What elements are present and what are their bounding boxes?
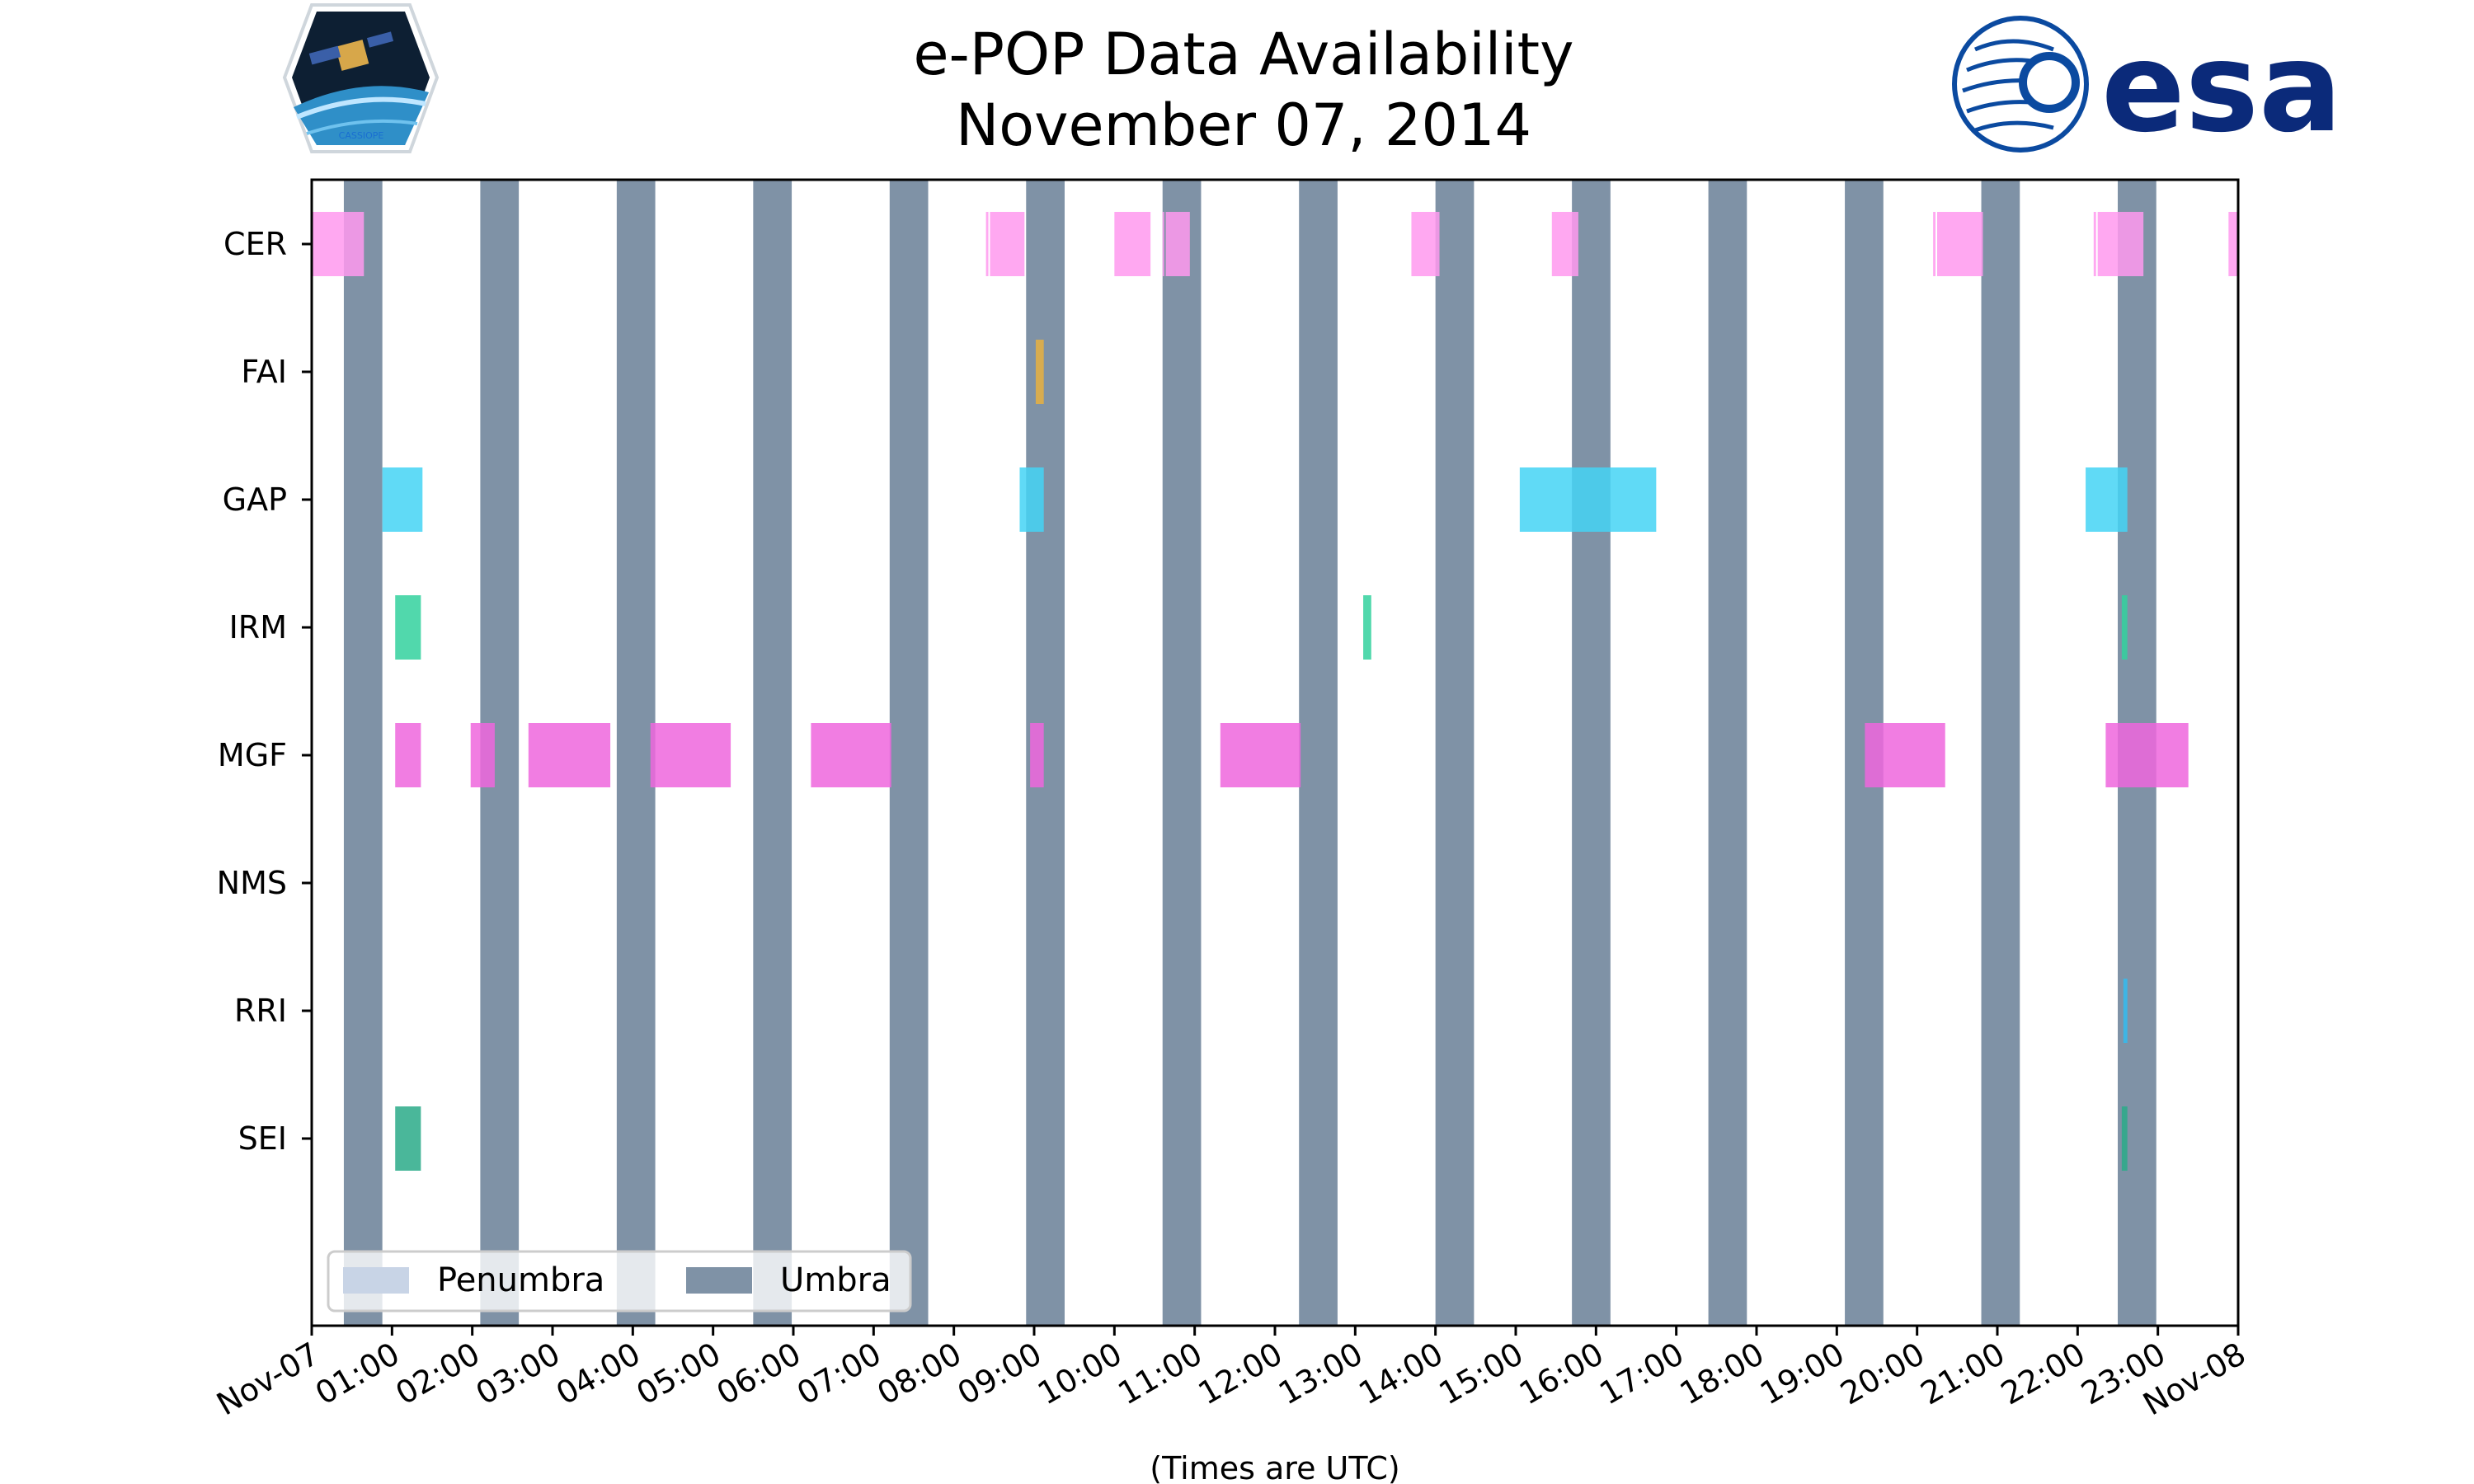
y-tick-label: NMS <box>217 865 287 901</box>
data-bar-cer <box>2228 212 2238 276</box>
legend: Penumbra Umbra <box>327 1250 912 1313</box>
x-axis-label: (Times are UTC) <box>1150 1450 1399 1484</box>
data-bar-cer <box>1551 212 1578 276</box>
y-tick-label: IRM <box>229 609 287 646</box>
x-tick-label: 15:00 <box>1433 1336 1530 1412</box>
umbra-band <box>1299 180 1338 1326</box>
cassiope-caption: CASSIOPE <box>339 130 384 141</box>
y-tick-label: FAI <box>241 354 287 390</box>
esa-wordmark: esa <box>2101 16 2342 160</box>
y-tick-label: MGF <box>218 737 287 773</box>
data-bar-cer <box>2093 212 2096 276</box>
bar-layer <box>312 212 2238 1171</box>
data-bar-cer <box>1162 212 1164 276</box>
data-bar-cer <box>1937 212 1983 276</box>
umbra-band <box>616 180 656 1326</box>
x-tick-label: 21:00 <box>1915 1336 2011 1412</box>
x-axis: Nov-0701:0002:0003:0004:0005:0006:0007:0… <box>210 1326 2252 1423</box>
data-bar-sei <box>2121 1106 2128 1171</box>
data-bar-mgf <box>528 723 611 787</box>
data-bar-mgf <box>1030 723 1044 787</box>
data-bar-cer <box>2097 212 2144 276</box>
data-bar-gap <box>2086 467 2128 532</box>
chart-subtitle: November 07, 2014 <box>956 92 1531 159</box>
x-tick-label: 11:00 <box>1112 1336 1208 1412</box>
umbra-band <box>1572 180 1611 1326</box>
data-bar-gap <box>1019 467 1044 532</box>
cassiope-logo: CASSIOPE <box>282 2 440 153</box>
x-tick-label: 19:00 <box>1754 1336 1851 1412</box>
x-tick-label: 20:00 <box>1834 1336 1931 1412</box>
data-bar-rri <box>2123 979 2128 1043</box>
x-tick-label: 04:00 <box>550 1336 647 1412</box>
data-bar-mgf <box>395 723 421 787</box>
data-bar-cer <box>990 212 1025 276</box>
data-bar-cer <box>312 212 365 276</box>
data-bar-cer <box>1411 212 1440 276</box>
x-tick-label: 16:00 <box>1513 1336 1610 1412</box>
x-tick-label: 18:00 <box>1674 1336 1771 1412</box>
legend-box <box>327 1250 912 1313</box>
umbra-band <box>753 180 793 1326</box>
data-bar-irm <box>2121 595 2128 660</box>
x-tick-label: 17:00 <box>1593 1336 1690 1412</box>
data-bar-cer <box>1165 212 1190 276</box>
data-bar-mgf <box>1220 723 1301 787</box>
y-tick-label: GAP <box>223 481 287 518</box>
legend-label-umbra: Umbra <box>780 1261 891 1299</box>
data-bar-mgf <box>2105 723 2189 787</box>
y-tick-label: RRI <box>234 993 287 1029</box>
y-tick-label: SEI <box>238 1120 287 1157</box>
esa-logo: esa <box>1952 16 2342 160</box>
chart-title: e-POP Data Availability <box>913 21 1573 88</box>
x-tick-label: Nov-07 <box>210 1336 325 1423</box>
x-tick-label: 07:00 <box>791 1336 887 1412</box>
umbra-band <box>1708 180 1747 1326</box>
legend-label-penumbra: Penumbra <box>437 1261 604 1299</box>
y-axis: CER FAI GAP IRM MGF NMS RRI SEI <box>217 226 312 1157</box>
x-tick-label: 22:00 <box>1995 1336 2091 1412</box>
legend-swatch-umbra <box>686 1267 752 1294</box>
data-bar-cer <box>985 212 989 276</box>
umbra-band <box>343 180 383 1326</box>
umbra-band <box>1435 180 1475 1326</box>
umbra-band <box>1162 180 1202 1326</box>
x-tick-label: 02:00 <box>389 1336 486 1412</box>
x-tick-label: 08:00 <box>871 1336 967 1412</box>
x-tick-label: 10:00 <box>1032 1336 1128 1412</box>
data-bar-mgf <box>650 723 731 787</box>
data-bar-mgf <box>470 723 495 787</box>
data-bar-fai <box>1035 340 1044 404</box>
data-bar-gap <box>1519 467 1657 532</box>
data-bar-cer <box>1933 212 1936 276</box>
umbra-band <box>889 180 929 1326</box>
data-bar-irm <box>395 595 421 660</box>
data-bar-gap <box>382 467 423 532</box>
umbra-band <box>1981 180 2020 1326</box>
x-tick-label: 06:00 <box>711 1336 807 1412</box>
legend-swatch-penumbra <box>343 1267 409 1294</box>
x-tick-label: 01:00 <box>309 1336 406 1412</box>
data-bar-cer <box>1114 212 1151 276</box>
data-bar-irm <box>1363 595 1371 660</box>
x-tick-label: 09:00 <box>952 1336 1048 1412</box>
y-tick-label: CER <box>223 226 287 262</box>
x-tick-label: 03:00 <box>470 1336 567 1412</box>
data-bar-mgf <box>811 723 891 787</box>
data-bar-sei <box>395 1106 421 1171</box>
x-tick-label: 13:00 <box>1272 1336 1369 1412</box>
x-tick-label: 12:00 <box>1192 1336 1289 1412</box>
x-tick-label: 05:00 <box>630 1336 727 1412</box>
x-tick-label: 14:00 <box>1352 1336 1449 1412</box>
data-bar-mgf <box>1865 723 1945 787</box>
